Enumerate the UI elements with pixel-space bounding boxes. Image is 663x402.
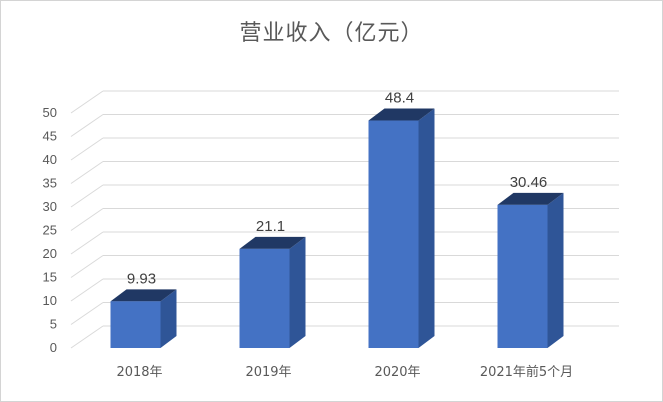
bar [239,248,290,348]
y-tick-label: 40 [43,152,57,167]
y-tick-label: 0 [50,340,57,355]
data-label: 21.1 [256,218,285,235]
bar-top [368,108,435,121]
x-tick-label: 2020年 [374,365,420,380]
x-tick-label: 2019年 [245,365,291,380]
x-tick-label: 2018年 [116,365,162,380]
y-tick-label: 50 [43,105,57,120]
x-tick-label: 2021年前5个月 [480,364,573,380]
y-tick-label: 15 [43,270,57,285]
bar-side [547,192,564,348]
bar-side [160,289,177,348]
bar-side [418,108,435,349]
data-label: 30.46 [510,174,548,191]
gridline-depth [70,90,104,114]
bar-top [110,289,177,302]
bar-top [497,192,564,205]
gridline-depth [70,231,104,255]
gridline-depth [70,302,104,325]
gridline-depth [70,161,104,184]
y-tick-label: 5 [50,317,57,332]
y-tick-label: 25 [43,223,57,238]
y-tick-label: 45 [43,129,57,144]
y-tick-label: 35 [43,176,57,191]
y-tick-label: 20 [43,246,57,261]
gridline-depth [70,255,104,278]
bar [497,204,548,348]
gridline-depth [70,114,104,137]
bar [110,301,161,348]
gridline-depth [70,137,104,161]
y-tick-label: 30 [43,199,57,214]
bar-top [239,236,306,249]
bar [368,120,419,349]
chart-title: 营业收入（亿元） [239,21,424,46]
gridline-depth [70,184,104,208]
bar-side [289,236,306,348]
gridline-depth [70,278,104,302]
gridline-depth [70,208,104,231]
gridline-depth [70,325,104,349]
y-tick-label: 10 [43,293,57,308]
data-label: 48.4 [385,90,414,107]
data-label: 9.93 [127,270,156,287]
